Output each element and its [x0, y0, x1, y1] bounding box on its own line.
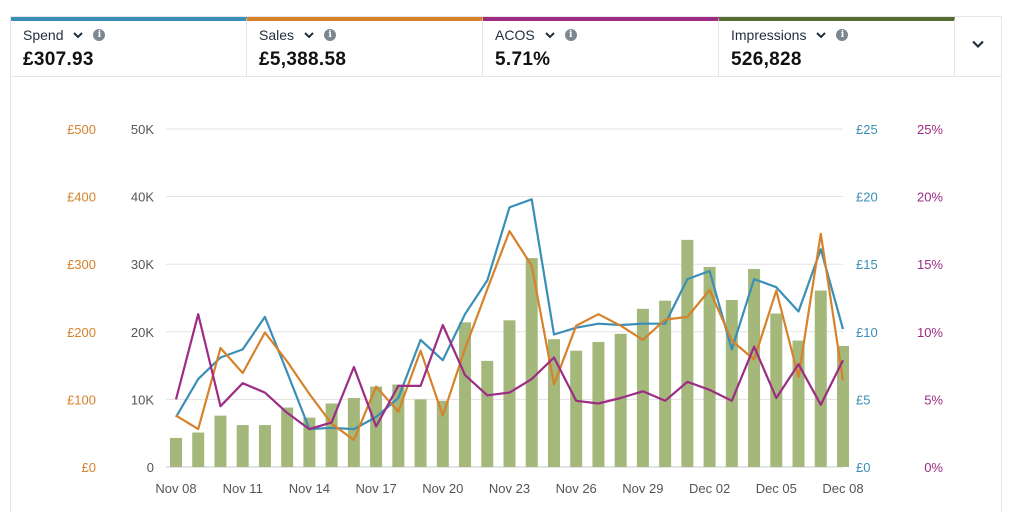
sales-axis-tick-label: £0 — [82, 460, 96, 475]
acos-axis-tick-label: 25% — [917, 122, 943, 137]
impressions-bar[interactable] — [614, 333, 627, 467]
sales-axis-tick-label: £500 — [67, 122, 96, 137]
impressions-bar[interactable] — [258, 425, 271, 467]
impressions-bar[interactable] — [636, 308, 649, 467]
x-axis-tick-label: Dec 05 — [756, 481, 797, 496]
impressions-bar[interactable] — [436, 400, 449, 467]
x-axis-tick-label: Nov 23 — [489, 481, 530, 496]
metric-card-impressions[interactable]: Impressions i 526,828 — [719, 17, 955, 77]
impressions-axis-tick-label: 30K — [131, 257, 154, 272]
x-axis-tick-label: Nov 14 — [289, 481, 330, 496]
metric-card-sales[interactable]: Sales i £5,388.58 — [247, 17, 483, 77]
metric-value: 526,828 — [731, 49, 802, 70]
acos-line[interactable] — [174, 313, 844, 431]
impressions-bar[interactable] — [459, 322, 472, 467]
chevron-down-icon[interactable] — [543, 28, 557, 42]
acos-axis-tick-label: 20% — [917, 190, 943, 205]
metric-label: Impressions — [731, 27, 807, 43]
impressions-bar[interactable] — [570, 350, 583, 467]
impressions-bar[interactable] — [792, 340, 805, 467]
acos-axis-tick-label: 0% — [924, 460, 943, 475]
impressions-bar[interactable] — [525, 258, 538, 467]
x-axis-tick-label: Nov 20 — [422, 481, 463, 496]
metric-label: Sales — [259, 27, 295, 43]
impressions-axis-tick-label: 50K — [131, 122, 154, 137]
impressions-axis-tick-label: 40K — [131, 190, 154, 205]
sales-axis-tick-label: £100 — [67, 392, 96, 407]
chevron-down-icon[interactable] — [814, 28, 828, 42]
impressions-bar[interactable] — [236, 425, 249, 467]
impressions-bar[interactable] — [481, 360, 494, 467]
metric-cards: Spend i £307.93 Sales i £5,388.58 ACOS — [11, 17, 1001, 79]
info-icon[interactable]: i — [93, 29, 106, 41]
impressions-bar[interactable] — [837, 345, 849, 467]
metric-value: £5,388.58 — [259, 49, 347, 70]
spend-line[interactable] — [175, 198, 845, 431]
impressions-bar[interactable] — [748, 268, 761, 467]
metric-card-spend[interactable]: Spend i £307.93 — [11, 17, 247, 77]
acos-axis-tick-label: 10% — [917, 325, 943, 340]
acos-axis-tick-label: 15% — [917, 257, 943, 272]
x-axis-tick-label: Dec 08 — [822, 481, 863, 496]
spend-axis-tick-label: £5 — [856, 392, 870, 407]
info-icon[interactable]: i — [564, 29, 577, 41]
impressions-axis-tick-label: 0 — [147, 460, 154, 475]
sales-axis-tick-label: £300 — [67, 257, 96, 272]
sales-line[interactable] — [175, 230, 845, 442]
impressions-bar[interactable] — [170, 437, 182, 467]
spend-axis-tick-label: £15 — [856, 257, 878, 272]
impressions-bar[interactable] — [725, 300, 738, 467]
x-axis-tick-label: Nov 17 — [355, 481, 396, 496]
x-axis-tick-label: Nov 29 — [622, 481, 663, 496]
metric-card-acos[interactable]: ACOS i 5.71% — [483, 17, 719, 77]
metric-value: £307.93 — [23, 49, 94, 70]
impressions-bar[interactable] — [281, 407, 294, 467]
expand-metrics-button[interactable] — [955, 17, 1001, 77]
info-icon[interactable]: i — [836, 29, 849, 41]
spend-axis-tick-label: £10 — [856, 325, 878, 340]
x-axis-tick-label: Nov 08 — [155, 481, 196, 496]
info-icon[interactable]: i — [324, 29, 337, 41]
spend-axis-tick-label: £25 — [856, 122, 878, 137]
impressions-bar[interactable] — [414, 399, 427, 467]
impressions-bar[interactable] — [814, 290, 827, 467]
impressions-bar[interactable] — [703, 266, 716, 467]
sales-axis-tick-label: £400 — [67, 190, 96, 205]
impressions-bar[interactable] — [214, 415, 227, 467]
metric-label: ACOS — [495, 27, 535, 43]
x-axis-tick-label: Nov 11 — [223, 481, 263, 496]
impressions-bar[interactable] — [347, 398, 360, 467]
metric-label: Spend — [23, 27, 64, 43]
impressions-bar[interactable] — [192, 432, 205, 467]
metric-value: 5.71% — [495, 49, 551, 70]
x-axis-tick-label: Dec 02 — [689, 481, 730, 496]
impressions-axis-tick-label: 20K — [131, 325, 154, 340]
acos-axis-tick-label: 5% — [924, 392, 943, 407]
chevron-down-icon[interactable] — [302, 28, 316, 42]
spend-axis-tick-label: £20 — [856, 190, 878, 205]
impressions-axis-tick-label: 10K — [131, 392, 154, 407]
impressions-bar[interactable] — [770, 313, 783, 467]
x-axis-tick-label: Nov 26 — [556, 481, 597, 496]
chevron-down-icon[interactable] — [71, 28, 85, 42]
chevron-down-icon — [971, 37, 985, 56]
sales-axis-tick-label: £200 — [67, 325, 96, 340]
impressions-bar[interactable] — [681, 239, 694, 467]
impressions-bar[interactable] — [659, 300, 672, 467]
spend-axis-tick-label: £0 — [856, 460, 870, 475]
